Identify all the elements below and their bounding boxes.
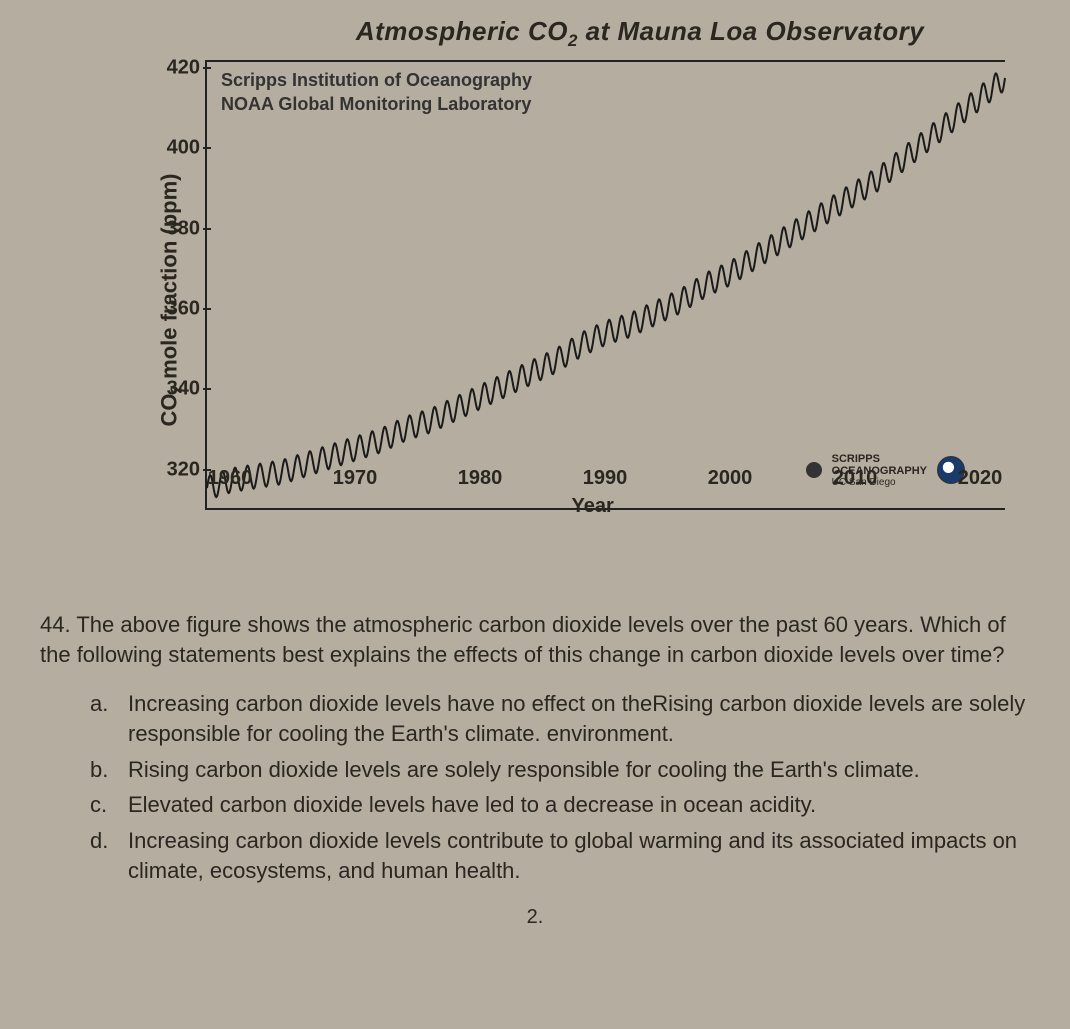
page-number: 2.: [30, 906, 1040, 929]
x-tick-label: 2000: [708, 467, 753, 490]
option-row[interactable]: c. Elevated carbon dioxide levels have le…: [90, 790, 1030, 820]
scripps-line1: SCRIPPS: [832, 453, 927, 465]
x-axis-label: Year: [572, 495, 614, 518]
x-tick-label: 2010: [833, 467, 878, 490]
option-row[interactable]: a.Increasing carbon dioxide levels have …: [90, 689, 1030, 748]
plot-area: Atmospheric CO2 at Mauna Loa Observatory…: [145, 20, 1015, 520]
x-tick-label: 1970: [333, 467, 378, 490]
y-tick-label: 420: [155, 57, 200, 80]
question-text: 44. The above figure shows the atmospher…: [40, 610, 1030, 669]
x-tick-label: 1960: [208, 467, 253, 490]
y-tick-label: 400: [155, 137, 200, 160]
y-tick-label: 320: [155, 458, 200, 481]
option-text: Elevated carbon dioxide levels have led …: [128, 790, 816, 820]
options-list: a.Increasing carbon dioxide levels have …: [90, 689, 1030, 885]
option-text: Increasing carbon dioxide levels contrib…: [128, 826, 1030, 885]
y-tick-mark: [203, 308, 211, 310]
option-letter: c.: [90, 790, 116, 820]
chart-title: Atmospheric CO2 at Mauna Loa Observatory: [265, 16, 1015, 51]
option-text: Increasing carbon dioxide levels have no…: [128, 689, 1030, 748]
chart-container: CO2 mole fraction (ppm) Atmospheric CO2 …: [55, 20, 1015, 580]
option-letter: d.: [90, 826, 116, 885]
x-tick-label: 1980: [458, 467, 503, 490]
y-tick-mark: [203, 147, 211, 149]
y-tick-mark: [203, 67, 211, 69]
y-tick-mark: [203, 388, 211, 390]
x-tick-label: 1990: [583, 467, 628, 490]
x-tick-label: 2020: [958, 467, 1003, 490]
option-letter: a.: [90, 689, 116, 748]
plot-box: Scripps Institution of Oceanography NOAA…: [205, 60, 1005, 510]
keeling-curve: [207, 62, 1005, 508]
logo-area: SCRIPPS OCEANOGRAPHY UC San Diego: [806, 453, 965, 488]
option-row[interactable]: b. Rising carbon dioxide levels are solel…: [90, 755, 1030, 785]
y-tick-mark: [203, 228, 211, 230]
scripps-icon: [806, 462, 822, 478]
option-letter: b.: [90, 755, 116, 785]
question-number: 44.: [40, 612, 71, 637]
option-text: Rising carbon dioxide levels are solely …: [128, 755, 920, 785]
y-tick-label: 380: [155, 217, 200, 240]
option-row[interactable]: d.Increasing carbon dioxide levels contr…: [90, 826, 1030, 885]
y-tick-label: 360: [155, 298, 200, 321]
question-body: The above figure shows the atmospheric c…: [40, 612, 1006, 667]
y-tick-label: 340: [155, 378, 200, 401]
